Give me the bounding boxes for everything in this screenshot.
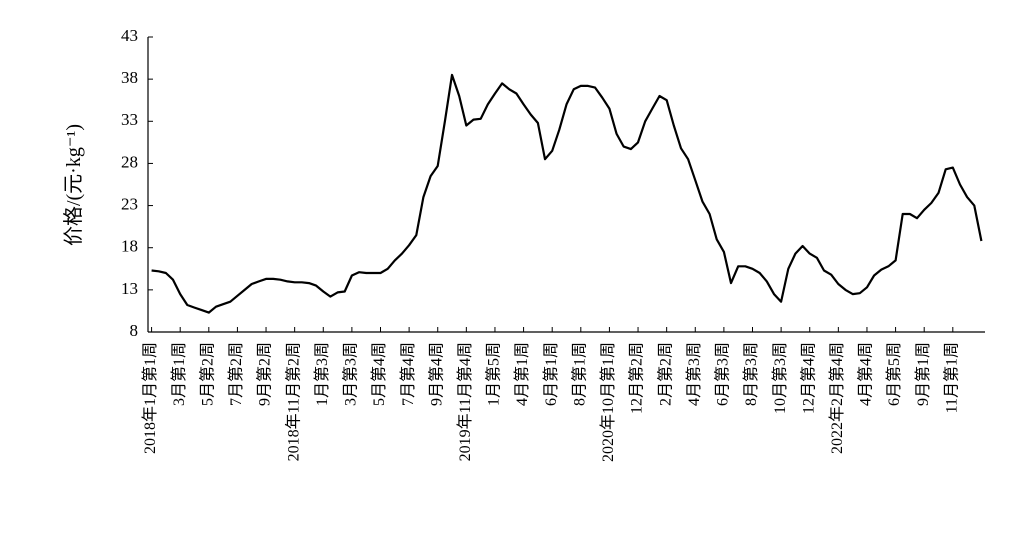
y-tick-label: 13: [121, 279, 138, 298]
y-tick-label: 43: [121, 26, 138, 45]
x-tick-label: 12月第2周: [628, 342, 646, 414]
x-tick-label: 2022年2月第4周: [828, 342, 846, 454]
x-tick-label: 4月第3周: [685, 342, 703, 406]
y-tick-label: 8: [130, 321, 139, 340]
x-tick-label: 7月第4周: [399, 342, 417, 406]
y-tick-label: 23: [121, 194, 138, 213]
x-tick-label: 1月第3周: [313, 342, 331, 406]
x-tick-label: 2018年11月第2周: [284, 342, 302, 461]
x-tick-label: 6月第3周: [714, 342, 732, 406]
y-tick-label: 38: [121, 68, 138, 87]
y-tick-label: 18: [121, 237, 138, 256]
x-tick-label: 3月第3周: [342, 342, 360, 406]
x-tick-label: 9月第4周: [427, 342, 445, 406]
x-tick-label: 9月第2周: [256, 342, 274, 406]
x-tick-label: 11月第1周: [942, 342, 960, 413]
x-tick-label: 9月第1周: [914, 342, 932, 406]
x-tick-label: 6月第1周: [542, 342, 560, 406]
x-tick-label: 5月第4周: [370, 342, 388, 406]
price-line: [151, 73, 983, 314]
x-tick-label: 2020年10月第1周: [599, 342, 617, 462]
x-tick-label: 2月第2周: [656, 342, 674, 406]
x-tick-label: 7月第2周: [227, 342, 245, 406]
y-tick-label: 33: [121, 110, 138, 129]
y-axis-label: 价格/(元·kg⁻¹): [62, 124, 85, 246]
x-tick-label: 4月第1周: [513, 342, 531, 406]
x-tick-label: 3月第1周: [170, 342, 188, 406]
x-tick-label: 10月第3周: [771, 342, 789, 414]
x-tick-label: 4月第4周: [857, 342, 875, 406]
x-tick-label: 8月第1周: [570, 342, 588, 406]
x-tick-label: 8月第3周: [742, 342, 760, 406]
x-tick-label: 12月第4周: [799, 342, 817, 414]
x-tick-label: 5月第2周: [198, 342, 216, 406]
x-tick-label: 1月第5周: [485, 342, 503, 406]
x-tick-label: 2019年11月第4周: [456, 342, 474, 461]
x-tick-label: 2018年1月第1周: [141, 342, 159, 454]
x-tick-label: 6月第5周: [885, 342, 903, 406]
y-tick-label: 28: [121, 152, 138, 171]
